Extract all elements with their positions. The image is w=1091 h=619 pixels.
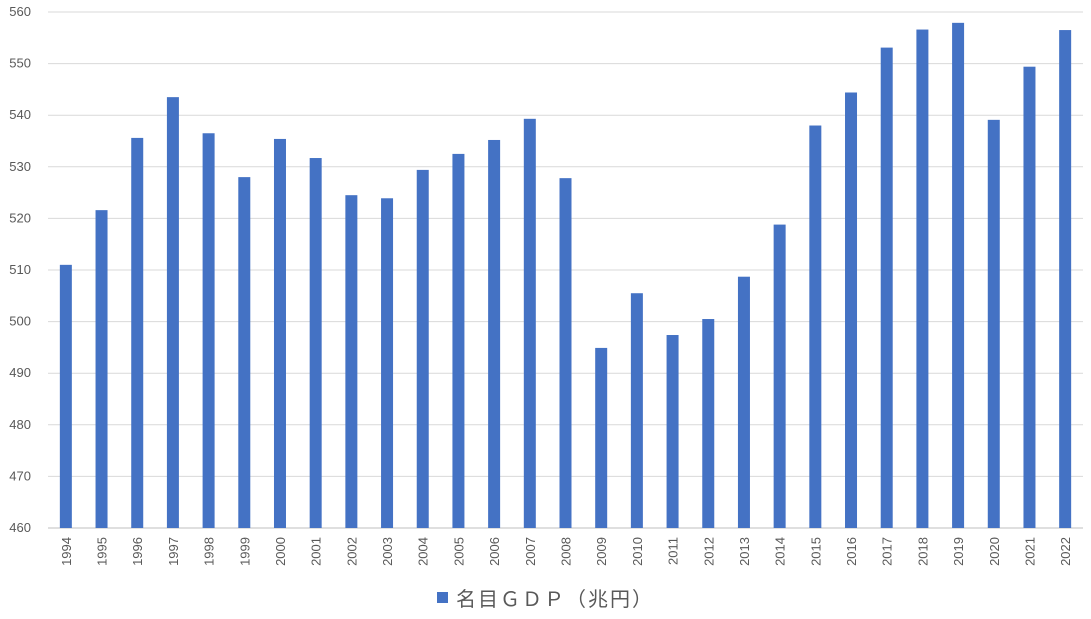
x-tick-label: 2000 — [273, 537, 288, 566]
x-tick-label: 2001 — [309, 537, 324, 566]
x-tick-label: 2013 — [737, 537, 752, 566]
x-tick-label: 2018 — [915, 537, 930, 566]
y-tick-label: 480 — [9, 417, 31, 432]
x-tick-label: 2006 — [487, 537, 502, 566]
bar-2008 — [559, 178, 572, 529]
x-tick-label: 1995 — [95, 537, 110, 566]
y-tick-label: 560 — [9, 4, 31, 19]
bar-2010 — [630, 293, 643, 528]
x-tick-label: 2016 — [844, 537, 859, 566]
bar-2003 — [381, 198, 394, 528]
bar-2021 — [1023, 66, 1036, 529]
x-tick-label: 2014 — [773, 537, 788, 566]
bar-2011 — [666, 335, 679, 528]
bar-2018 — [916, 29, 929, 528]
bar-2016 — [845, 92, 858, 528]
x-tick-label: 1994 — [59, 537, 74, 566]
x-tick-label: 2011 — [666, 537, 681, 565]
y-tick-label: 460 — [9, 520, 31, 535]
x-tick-label: 2005 — [451, 537, 466, 566]
bar-2020 — [987, 119, 1000, 529]
y-tick-label: 520 — [9, 210, 31, 225]
x-axis-tick-labels: 1994 1995 1996 1997 1998 1999 2000 2001 2002 2003… — [59, 537, 1073, 566]
x-tick-label: 2008 — [559, 537, 574, 566]
y-tick-label: 530 — [9, 159, 31, 174]
bar-2014 — [773, 224, 786, 529]
x-tick-label: 2017 — [880, 537, 895, 566]
y-tick-label: 470 — [9, 468, 31, 483]
bar-2013 — [737, 276, 750, 528]
bar-2012 — [702, 319, 715, 528]
bar-1997 — [166, 97, 179, 528]
bar-2005 — [452, 153, 465, 528]
x-tick-label: 2002 — [344, 537, 359, 566]
bar-2006 — [488, 139, 501, 528]
x-tick-label: 2004 — [416, 537, 431, 566]
x-tick-label: 2007 — [523, 537, 538, 566]
x-tick-label: 1996 — [130, 537, 145, 566]
bar-1999 — [238, 177, 251, 528]
bar-2002 — [345, 195, 358, 528]
bar-1994 — [59, 264, 72, 528]
x-tick-label: 1997 — [166, 537, 181, 566]
bar-2019 — [952, 22, 965, 529]
y-tick-label: 490 — [9, 365, 31, 380]
y-tick-label: 550 — [9, 56, 31, 71]
bar-2004 — [416, 169, 429, 528]
y-tick-label: 540 — [9, 107, 31, 122]
bar-2007 — [523, 118, 536, 528]
bar-2009 — [595, 347, 608, 528]
bar-2017 — [880, 47, 893, 528]
x-tick-label: 2015 — [808, 537, 823, 566]
bar-2000 — [273, 138, 286, 528]
x-tick-label: 1998 — [202, 537, 217, 566]
legend-label: 名目ＧＤＰ（兆円） — [456, 587, 654, 611]
y-axis-tick-labels: 460 470 480 490 500 510 520 530 540 550 560 — [9, 4, 31, 535]
x-tick-label: 2022 — [1058, 537, 1073, 566]
bars — [59, 22, 1072, 529]
x-tick-label: 2019 — [951, 537, 966, 566]
x-tick-label: 2012 — [701, 537, 716, 566]
x-tick-label: 2021 — [1022, 537, 1037, 566]
x-tick-label: 2009 — [594, 537, 609, 566]
x-tick-label: 2020 — [987, 537, 1002, 566]
y-tick-label: 500 — [9, 314, 31, 329]
legend: 名目ＧＤＰ（兆円） — [0, 583, 1091, 612]
bar-2022 — [1059, 30, 1072, 529]
bar-2001 — [309, 158, 322, 528]
x-tick-label: 2010 — [630, 537, 645, 566]
bar-2015 — [809, 125, 822, 529]
x-tick-label: 2003 — [380, 537, 395, 566]
legend-swatch — [437, 592, 448, 603]
bar-1998 — [202, 133, 215, 528]
x-tick-label: 1999 — [237, 537, 252, 566]
y-tick-label: 510 — [9, 262, 31, 277]
bar-1995 — [95, 210, 108, 529]
bar-1996 — [131, 137, 144, 529]
